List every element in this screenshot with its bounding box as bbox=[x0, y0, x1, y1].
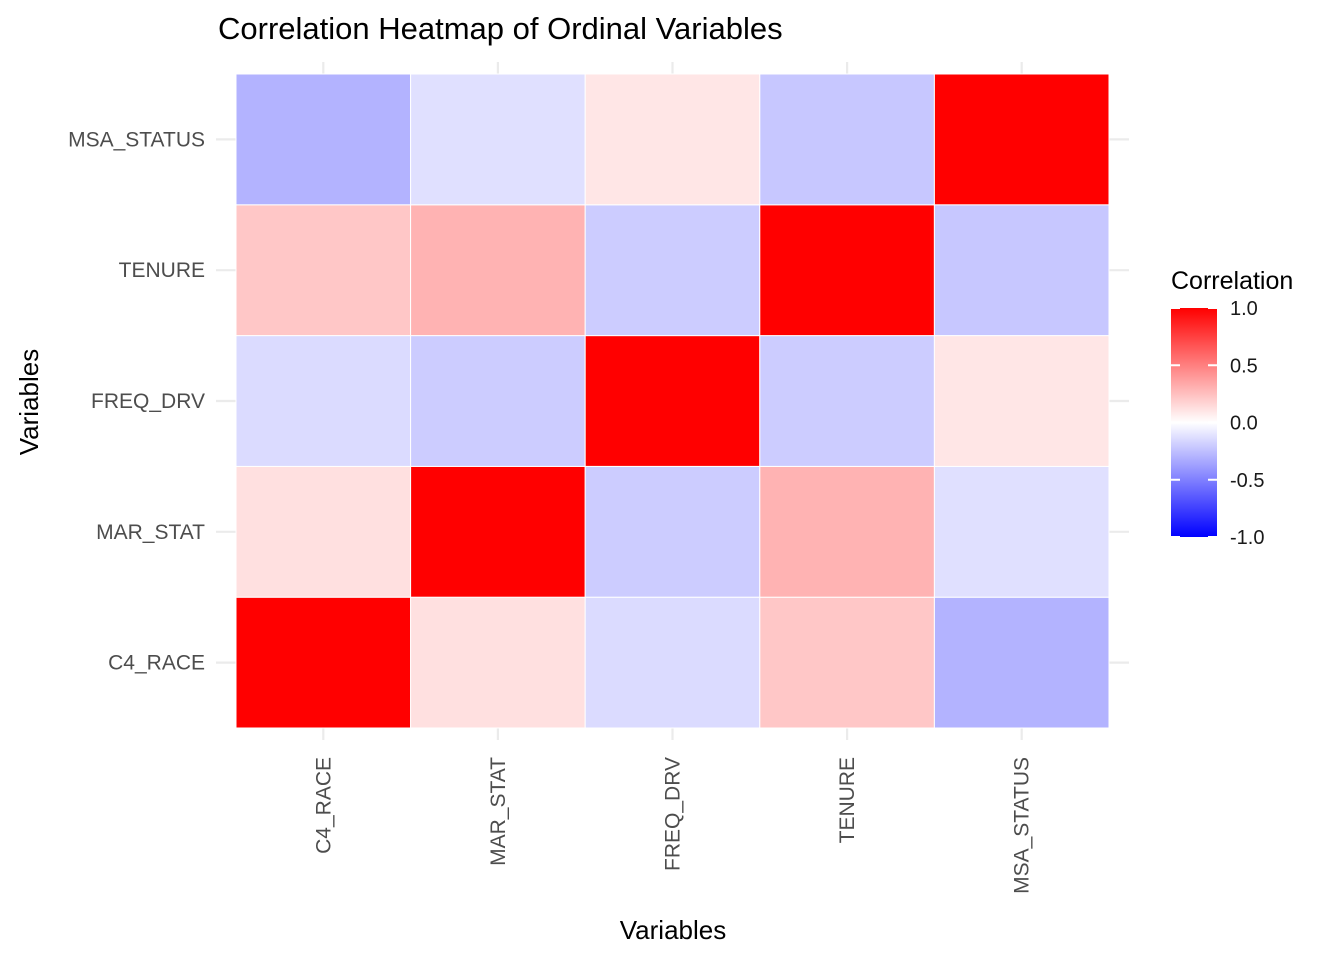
legend: Correlation 1.0 0.5 0.0 -0.5 -1.0 bbox=[1171, 267, 1293, 549]
y-axis-ticks: C4_RACE MAR_STAT FREQ_DRV TENURE MSA_STATUS bbox=[68, 128, 205, 674]
heatmap-cell-freq_drv-msa_status bbox=[584, 73, 761, 206]
y-tick-label: MSA_STATUS bbox=[68, 128, 205, 151]
heatmap-cell-tenure-msa_status bbox=[759, 73, 935, 206]
heatmap-cell-msa_status-c4_race bbox=[933, 596, 1110, 729]
heatmap-cell-mar_stat-tenure bbox=[410, 204, 586, 337]
heatmap-cell-c4_race-freq_drv bbox=[235, 335, 412, 467]
heatmap-cell-c4_race-mar_stat bbox=[235, 465, 412, 598]
heatmap-cell-freq_drv-freq_drv bbox=[584, 335, 761, 467]
y-tick-label: TENURE bbox=[119, 259, 205, 282]
chart-title: Correlation Heatmap of Ordinal Variables bbox=[218, 11, 783, 46]
heatmap-cell-freq_drv-c4_race bbox=[584, 596, 761, 729]
heatmap-cell-mar_stat-freq_drv bbox=[410, 335, 586, 467]
y-tick-label: MAR_STAT bbox=[96, 521, 205, 544]
legend-tick-label: 1.0 bbox=[1230, 298, 1258, 320]
heatmap-cell-msa_status-freq_drv bbox=[933, 335, 1110, 467]
x-tick-label: C4_RACE bbox=[312, 757, 335, 854]
heatmap-cell-c4_race-c4_race bbox=[235, 596, 412, 729]
heatmap-cell-tenure-mar_stat bbox=[759, 465, 935, 598]
legend-ticks: 1.0 0.5 0.0 -0.5 -1.0 bbox=[1171, 298, 1264, 549]
heatmap-cell-tenure-c4_race bbox=[759, 596, 935, 729]
x-axis-ticks: C4_RACE MAR_STAT FREQ_DRV TENURE MSA_STATUS bbox=[312, 757, 1033, 894]
heatmap-tiles bbox=[235, 73, 1110, 729]
x-axis-title: Variables bbox=[620, 915, 726, 945]
heatmap-cell-mar_stat-c4_race bbox=[410, 596, 586, 729]
legend-tick-label: 0.0 bbox=[1230, 413, 1258, 435]
heatmap-cell-mar_stat-msa_status bbox=[410, 73, 586, 206]
heatmap-cell-c4_race-msa_status bbox=[235, 73, 412, 206]
legend-title: Correlation bbox=[1171, 267, 1293, 295]
heatmap-cell-tenure-freq_drv bbox=[759, 335, 935, 467]
heatmap-cell-msa_status-mar_stat bbox=[933, 465, 1110, 598]
y-axis-title: Variables bbox=[14, 349, 44, 455]
legend-tick-label: -1.0 bbox=[1230, 527, 1264, 549]
x-tick-label: TENURE bbox=[836, 757, 859, 843]
legend-tick-label: -0.5 bbox=[1230, 470, 1264, 492]
heatmap-cell-tenure-tenure bbox=[759, 204, 935, 337]
legend-tick-label: 0.5 bbox=[1230, 355, 1258, 377]
heatmap-cell-msa_status-tenure bbox=[933, 204, 1110, 337]
x-tick-label: MSA_STATUS bbox=[1011, 757, 1034, 894]
x-tick-label: MAR_STAT bbox=[487, 757, 510, 866]
heatmap-cell-mar_stat-mar_stat bbox=[410, 465, 586, 598]
heatmap-cell-c4_race-tenure bbox=[235, 204, 412, 337]
y-tick-label: C4_RACE bbox=[108, 652, 205, 675]
heatmap-cell-freq_drv-mar_stat bbox=[584, 465, 761, 598]
heatmap-cell-msa_status-msa_status bbox=[933, 73, 1110, 206]
y-tick-label: FREQ_DRV bbox=[91, 390, 205, 413]
x-tick-label: FREQ_DRV bbox=[662, 757, 685, 871]
heatmap-cell-freq_drv-tenure bbox=[584, 204, 761, 337]
